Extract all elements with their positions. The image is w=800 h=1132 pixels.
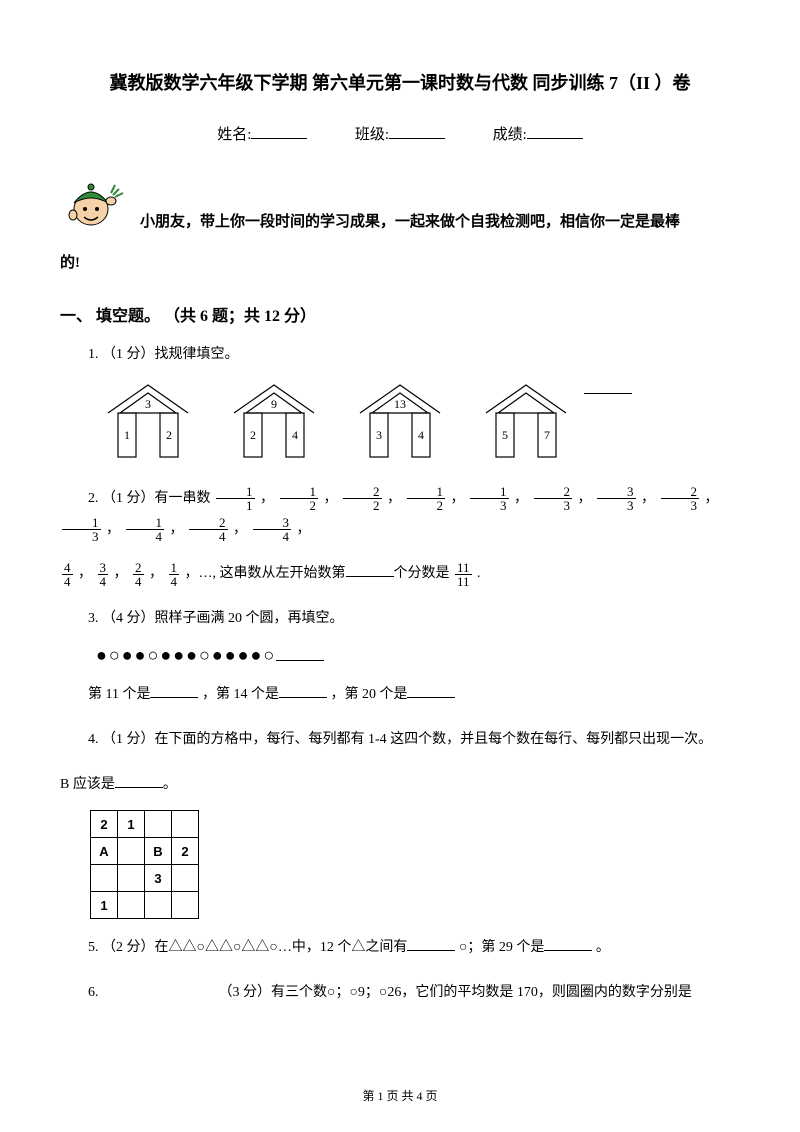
grid-cell	[91, 865, 118, 892]
q6-number: 6.	[88, 985, 99, 1000]
house-2: 9 2 4	[226, 379, 322, 470]
question-2: 2. （1 分）有一串数 11 ， 12 ， 22 ， 12 ， 13 ， 23…	[60, 484, 740, 546]
question-3-dots: ●○●●○●●●○●●●●○	[60, 645, 740, 666]
house-diagrams: 3 1 2 9 2 4 13 3 4	[100, 379, 740, 470]
intro-tail: 的!	[60, 248, 740, 278]
svg-text:13: 13	[394, 397, 406, 411]
svg-text:1: 1	[124, 428, 130, 442]
question-3-line2: 第 11 个是 ，第 14 个是 ，第 20 个是	[60, 680, 740, 711]
house-3: 13 3 4	[352, 379, 448, 470]
q5-part-a: 5. （2 分）在△△○△△○△△○…中，12 个△之间有	[88, 940, 407, 955]
q3-part-b: ，第 14 个是	[202, 687, 279, 702]
grid-cell	[118, 838, 145, 865]
q5-part-b: ○；第 29 个是	[459, 940, 544, 955]
svg-text:3: 3	[145, 397, 151, 411]
grid-cell	[118, 865, 145, 892]
question-6: 6. （3 分）有三个数○；○9；○26，它们的平均数是 170，则圆圈内的数字分…	[60, 978, 740, 1009]
svg-text:7: 7	[544, 428, 550, 442]
question-5: 5. （2 分）在△△○△△○△△○…中，12 个△之间有 ○；第 29 个是 …	[60, 933, 740, 964]
dot-sequence: ●○●●○●●●○●●●●○	[96, 645, 276, 665]
section-heading: 一、 填空题。 （共 6 题；共 12 分）	[60, 302, 740, 326]
grid-cell	[118, 892, 145, 919]
question-4-line2: B 应该是 。	[60, 770, 740, 801]
q3-dots-blank[interactable]	[276, 646, 324, 661]
page-footer: 第 1 页 共 4 页	[0, 1087, 800, 1104]
grid-cell	[145, 892, 172, 919]
mascot-icon	[60, 170, 130, 240]
q5-blank-2[interactable]	[544, 936, 592, 951]
grid-cell: 3	[145, 865, 172, 892]
grid-cell	[145, 811, 172, 838]
name-label: 姓名:	[217, 127, 251, 143]
svg-text:2: 2	[166, 428, 172, 442]
svg-text:9: 9	[271, 397, 277, 411]
svg-text:3: 3	[376, 428, 382, 442]
grid-cell: 1	[118, 811, 145, 838]
svg-text:4: 4	[418, 428, 424, 442]
q5-blank-1[interactable]	[407, 936, 455, 951]
svg-text:4: 4	[292, 428, 298, 442]
question-2-line2: 44 ， 34 ， 24 ， 14 ，…, 这串数从左开始数第个分数是 1111…	[60, 559, 740, 590]
q1-blank[interactable]	[584, 379, 632, 394]
q6-text: （3 分）有三个数○；○9；○26，它们的平均数是 170，则圆圈内的数字分别是	[219, 985, 692, 1000]
grid-cell: 2	[172, 838, 199, 865]
page-title: 冀教版数学六年级下学期 第六单元第一课时数与代数 同步训练 7（II ）卷	[60, 70, 740, 97]
q3-part-a: 第 11 个是	[88, 687, 150, 702]
house-4: 5 7	[478, 379, 574, 470]
student-info-row: 姓名: 班级: 成绩:	[60, 123, 740, 144]
intro-text: 小朋友，带上你一段时间的学习成果，一起来做个自我检测吧，相信你一定是最棒	[140, 170, 680, 239]
name-blank[interactable]	[251, 124, 307, 139]
question-4-grid: 21AB231	[90, 810, 199, 919]
q4-part-b: B 应该是	[60, 777, 115, 792]
question-3-line1: 3. （4 分）照样子画满 20 个圆，再填空。	[60, 604, 740, 635]
house-1: 3 1 2	[100, 379, 196, 470]
q2-blank[interactable]	[346, 562, 394, 577]
class-label: 班级:	[355, 127, 389, 143]
grid-cell	[172, 865, 199, 892]
svg-text:2: 2	[250, 428, 256, 442]
q4-part-c: 。	[163, 777, 177, 792]
grid-cell	[172, 811, 199, 838]
q3-part-c: ，第 20 个是	[330, 687, 407, 702]
svg-text:5: 5	[502, 428, 508, 442]
q3-blank-3[interactable]	[407, 683, 455, 698]
q3-blank-2[interactable]	[279, 683, 327, 698]
q3-blank-1[interactable]	[150, 683, 198, 698]
score-label: 成绩:	[493, 127, 527, 143]
q4-blank[interactable]	[115, 773, 163, 788]
grid-cell: B	[145, 838, 172, 865]
question-1: 1. （1 分）找规律填空。	[60, 340, 740, 371]
question-4-line1: 4. （1 分）在下面的方格中，每行、每列都有 1-4 这四个数，并且每个数在每…	[60, 725, 740, 756]
class-blank[interactable]	[389, 124, 445, 139]
grid-cell: A	[91, 838, 118, 865]
grid-cell: 2	[91, 811, 118, 838]
q5-part-c: 。	[596, 940, 610, 955]
score-blank[interactable]	[527, 124, 583, 139]
grid-cell: 1	[91, 892, 118, 919]
grid-cell	[172, 892, 199, 919]
